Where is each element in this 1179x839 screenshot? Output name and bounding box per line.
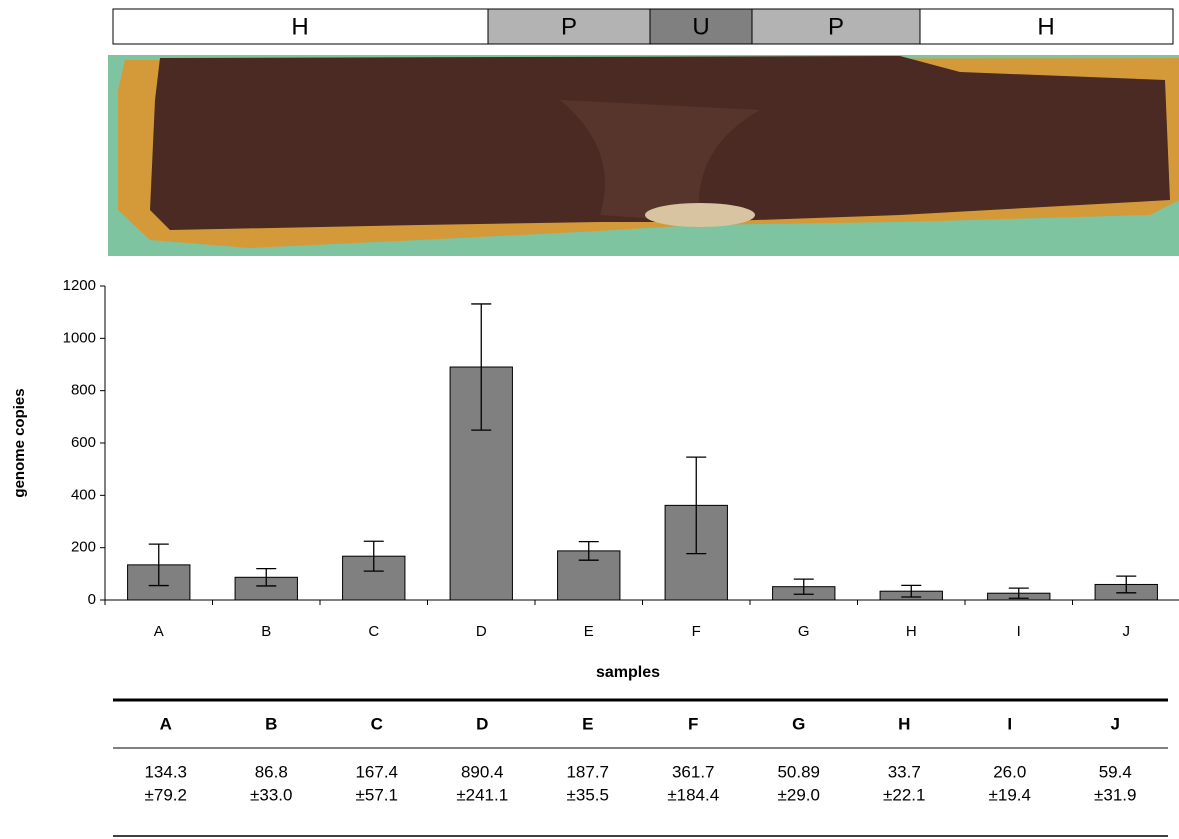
chart: genome copies samples 0 200 400 600 800 1000 1… [11,277,1179,681]
x-tick-label: H [906,623,917,640]
y-tick-label: 1000 [63,329,96,346]
x-tick-label: G [798,623,810,640]
photo [108,55,1179,256]
table-cell: ±35.5 [567,785,609,804]
tissue-spot [645,203,755,227]
y-tick-label: 400 [71,486,96,503]
x-tick-label: B [261,623,271,640]
region-label: H [291,13,308,40]
table-header-cell: B [265,714,277,733]
y-tick-label: 200 [71,539,96,556]
table-cell: ±22.1 [883,785,925,804]
table-cell: 890.4 [461,762,504,781]
table-cell: 59.4 [1099,762,1132,781]
x-tick-label: D [476,623,487,640]
table-cell: 50.89 [777,762,820,781]
figure: H P U P H genome copies samples 0 200 400 6… [0,0,1179,839]
table-header-cell: F [688,714,698,733]
table-cell: ±31.9 [1094,785,1136,804]
table-header-cell: A [160,714,172,733]
x-tick-label: E [584,623,594,640]
table-cell: 134.3 [144,762,187,781]
y-tick-label: 0 [88,591,96,608]
region-label: U [692,13,709,40]
table-cell: 187.7 [566,762,609,781]
table-cell: ±241.1 [456,785,508,804]
table-header-cell: H [898,714,910,733]
table-header-cell: J [1111,714,1120,733]
table: A B C D E F G H I J 134.3 86.8 167.4 890.4 187.7 361.7 5… [113,700,1168,836]
x-tick-label: C [368,623,379,640]
x-tick-label: A [154,623,164,640]
table-cell: 26.0 [993,762,1026,781]
table-cell: ±33.0 [250,785,292,804]
y-tick-label: 600 [71,434,96,451]
region-bar: H P U P H [113,9,1173,44]
region-label: H [1037,13,1054,40]
y-tick-label: 1200 [63,277,96,294]
table-header-cell: E [582,714,593,733]
x-tick-label: F [692,623,701,640]
x-axis-label: samples [596,664,660,681]
y-tick-label: 800 [71,382,96,399]
table-cell: ±19.4 [989,785,1031,804]
table-cell: ±79.2 [145,785,187,804]
y-axis-label: genome copies [11,388,28,497]
table-cell: ±57.1 [356,785,398,804]
table-header-cell: G [792,714,805,733]
table-cell: ±184.4 [667,785,719,804]
x-tick-label: I [1017,623,1021,640]
table-cell: ±29.0 [778,785,820,804]
region-label: P [561,13,577,40]
table-cell: 86.8 [255,762,288,781]
table-cell: 33.7 [888,762,921,781]
region-label: P [828,13,844,40]
table-cell: 361.7 [672,762,715,781]
x-tick-label: J [1123,623,1131,640]
table-header-cell: C [371,714,383,733]
table-cell: 167.4 [355,762,398,781]
table-header-cell: I [1007,714,1012,733]
table-header-cell: D [476,714,488,733]
